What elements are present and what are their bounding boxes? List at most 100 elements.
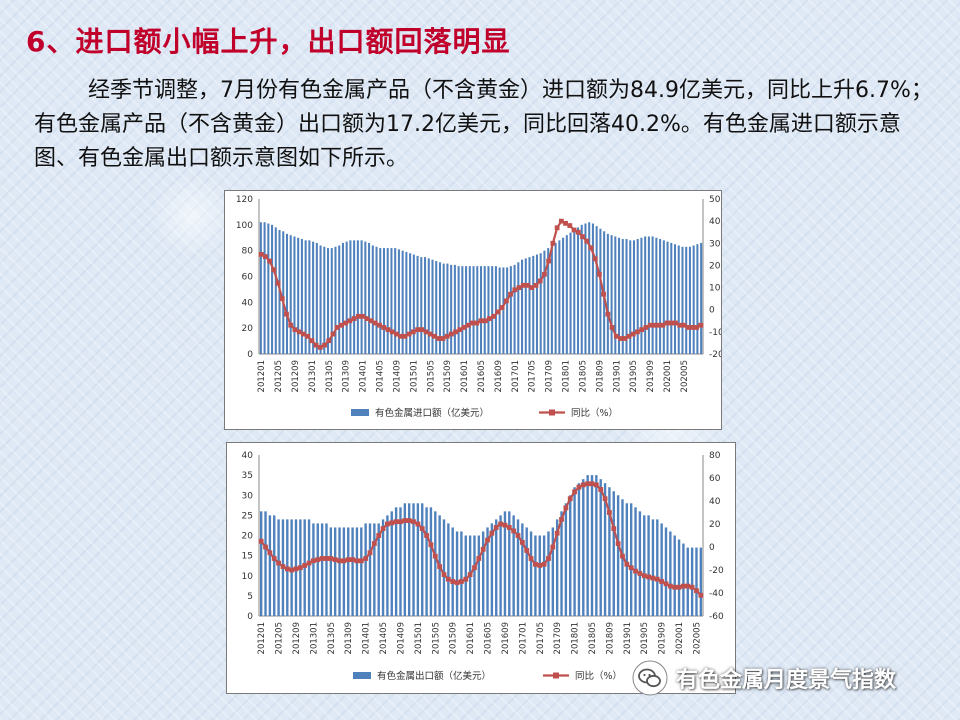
bar xyxy=(517,262,520,354)
y2-tick-label: -10 xyxy=(709,328,721,338)
line-point xyxy=(275,280,281,286)
y2-tick-label: -20 xyxy=(709,350,721,360)
y2-tick-label: 40 xyxy=(709,497,721,507)
bar xyxy=(349,240,352,354)
line-point xyxy=(506,525,512,530)
watermark-text: 有色金属月度景气指数 xyxy=(676,668,897,693)
line-point xyxy=(533,561,538,567)
y2-tick-label: -40 xyxy=(709,589,724,599)
y2-tick-label: 40 xyxy=(709,217,721,227)
bar xyxy=(660,523,663,616)
line-point xyxy=(630,331,636,337)
bar xyxy=(330,248,333,354)
line-point xyxy=(563,505,569,511)
bar xyxy=(420,257,423,354)
bar xyxy=(409,253,412,354)
x-tick-label: 201405 xyxy=(379,622,389,654)
bar xyxy=(438,262,441,354)
bar xyxy=(293,236,296,354)
y2-tick-label: 20 xyxy=(709,520,721,530)
bar xyxy=(655,237,658,354)
bar xyxy=(695,547,698,616)
y-tick-label: 0 xyxy=(247,350,253,360)
line-point xyxy=(628,565,634,571)
bar xyxy=(481,531,485,616)
line-point xyxy=(537,278,543,284)
bar xyxy=(677,539,681,616)
line-point xyxy=(613,333,619,339)
bar xyxy=(490,523,494,616)
bar xyxy=(692,245,695,354)
bar xyxy=(612,491,615,616)
x-tick-label: 201501 xyxy=(409,360,419,392)
line-point xyxy=(626,333,632,339)
bar xyxy=(308,240,311,354)
line-point xyxy=(620,553,625,559)
bar xyxy=(312,523,315,616)
bar xyxy=(606,233,609,354)
bar xyxy=(538,535,541,616)
bar xyxy=(616,495,620,616)
x-tick-label: 201901 xyxy=(623,622,633,654)
line-point xyxy=(602,496,608,502)
line-point xyxy=(449,331,454,337)
line-point xyxy=(663,581,669,587)
line-point xyxy=(567,223,573,228)
bar xyxy=(685,246,688,354)
bar xyxy=(700,242,703,354)
line-point xyxy=(406,518,412,523)
bar xyxy=(342,527,346,616)
line-point xyxy=(498,521,503,527)
y2-tick-label: 20 xyxy=(709,261,721,271)
bar xyxy=(341,242,344,354)
line-point xyxy=(389,329,395,335)
line-point xyxy=(615,541,621,546)
bar xyxy=(495,519,498,616)
legend-swatch-bar xyxy=(353,672,371,679)
x-tick-label: 201209 xyxy=(292,622,302,654)
line-point xyxy=(656,322,661,328)
line-point xyxy=(685,583,691,589)
bar xyxy=(528,257,531,354)
bar xyxy=(479,266,483,354)
x-tick-label: 201909 xyxy=(646,360,656,392)
bar xyxy=(297,237,300,354)
bar xyxy=(373,523,376,616)
x-tick-label: 201509 xyxy=(443,360,453,392)
x-tick-label: 201701 xyxy=(511,360,521,392)
bar xyxy=(416,503,420,616)
line-point xyxy=(467,572,473,577)
line-point xyxy=(419,526,425,531)
line-point xyxy=(635,329,640,335)
y-tick-label: 35 xyxy=(242,471,253,481)
line-point xyxy=(292,327,298,333)
bar xyxy=(267,223,270,354)
y-tick-label: 20 xyxy=(242,324,254,334)
line-point xyxy=(511,528,517,534)
bar xyxy=(638,511,642,616)
line-point xyxy=(428,542,434,548)
x-tick-label: 201201 xyxy=(257,622,267,654)
line-point xyxy=(502,522,508,528)
line-point xyxy=(516,285,522,290)
x-tick-label: 201709 xyxy=(545,360,555,392)
bar xyxy=(599,479,602,616)
bar xyxy=(651,519,655,616)
line-point xyxy=(589,481,595,487)
bar xyxy=(696,244,699,354)
x-tick-label: 201301 xyxy=(308,360,318,392)
bar xyxy=(360,240,363,354)
bar xyxy=(590,475,594,616)
line-point xyxy=(354,558,360,564)
x-tick-label: 201505 xyxy=(426,360,436,392)
line-point xyxy=(659,579,665,584)
bar xyxy=(509,266,512,354)
line-point xyxy=(503,298,509,304)
bar xyxy=(464,535,467,616)
bar xyxy=(610,235,613,354)
line-point xyxy=(381,325,387,330)
bar xyxy=(446,263,449,354)
line-point xyxy=(326,338,332,344)
slide-paragraph: 经季节调整，7月份有色金属产品（不含黄金）进口额为84.9亿美元，同比上升6.7… xyxy=(34,78,933,171)
bar xyxy=(277,519,280,616)
